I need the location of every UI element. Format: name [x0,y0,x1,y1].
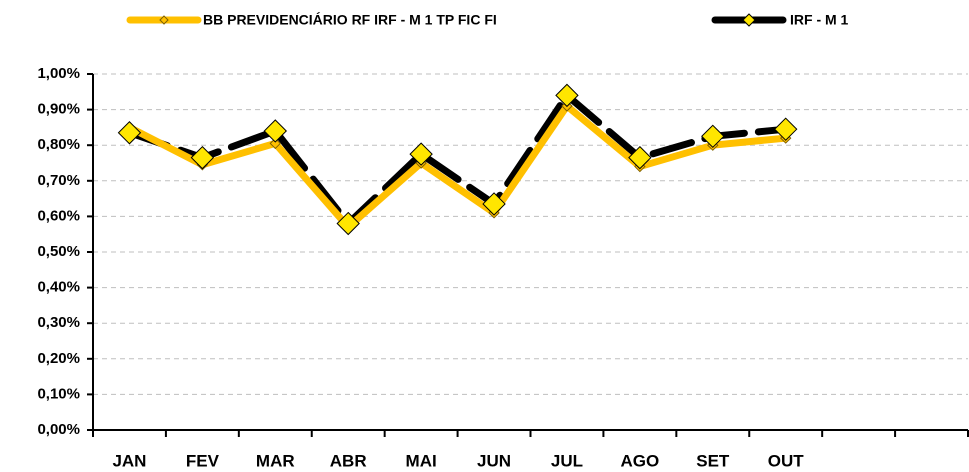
marker [269,137,281,150]
marker [482,192,506,216]
y-tick-label: 0,40% [37,279,80,296]
x-tick-label: OUT [768,451,805,470]
y-tick-label: 0,90% [37,101,80,118]
marker [774,117,798,141]
legend-label: BB PREVIDENCIÁRIO RF IRF - M 1 TP FIC FI [203,12,497,28]
legend-marker [159,15,169,25]
legend-label: IRF - M 1 [790,12,849,28]
marker [628,145,652,170]
y-tick-label: 0,20% [37,350,80,367]
x-tick-label: AGO [621,451,660,470]
legend-marker [742,13,756,27]
x-tick-label: JUL [551,451,583,470]
marker [263,119,287,143]
marker [190,145,215,170]
marker [409,142,433,166]
y-tick-label: 0,70% [37,172,80,189]
y-tick-label: 1,00% [37,65,80,82]
y-tick-label: 0,50% [37,243,80,260]
y-tick-label: 0,10% [37,385,80,402]
x-tick-label: SET [696,451,730,470]
series-line [125,91,790,228]
marker [701,124,725,149]
x-tick-label: MAR [256,451,295,470]
x-tick-label: JUN [477,451,511,470]
y-tick-label: 0,80% [37,136,80,153]
x-tick-label: ABR [330,451,367,470]
x-tick-label: JAN [112,451,146,470]
y-tick-label: 0,00% [37,421,80,438]
series-line [127,102,787,231]
y-tick-label: 0,30% [37,314,80,331]
x-tick-label: MAI [406,451,437,470]
marker [336,211,360,236]
marker [117,121,142,145]
y-tick-label: 0,60% [37,207,80,224]
marker [555,83,579,108]
x-tick-label: FEV [186,451,220,470]
